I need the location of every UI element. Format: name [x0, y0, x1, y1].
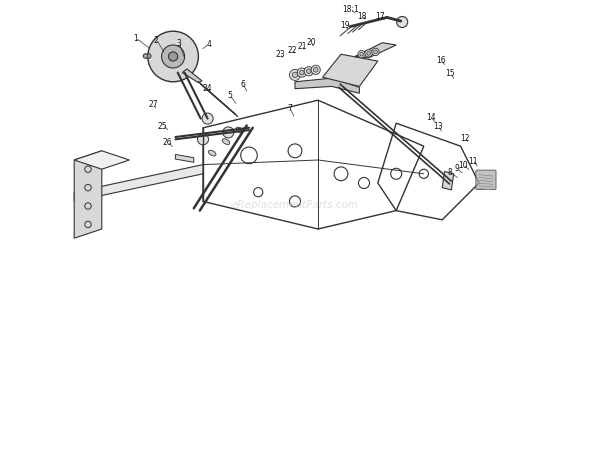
- Polygon shape: [355, 44, 396, 59]
- Circle shape: [290, 70, 300, 81]
- Text: 11: 11: [468, 156, 477, 165]
- Circle shape: [300, 71, 304, 76]
- Text: 15: 15: [445, 69, 455, 78]
- Text: 9: 9: [454, 164, 459, 173]
- Polygon shape: [74, 165, 203, 202]
- Circle shape: [143, 55, 148, 59]
- Text: 13: 13: [433, 122, 442, 131]
- Text: 2: 2: [154, 35, 159, 45]
- Circle shape: [198, 134, 208, 146]
- Circle shape: [372, 49, 379, 56]
- Polygon shape: [182, 70, 202, 84]
- Text: 10: 10: [458, 160, 468, 169]
- Circle shape: [313, 68, 318, 73]
- Circle shape: [148, 32, 198, 83]
- Text: 27: 27: [149, 100, 158, 109]
- Polygon shape: [442, 172, 454, 190]
- Text: 18:1: 18:1: [342, 5, 359, 14]
- Circle shape: [306, 70, 311, 74]
- Polygon shape: [74, 151, 129, 170]
- Text: 12: 12: [460, 133, 470, 142]
- Circle shape: [169, 53, 178, 62]
- Text: 14: 14: [426, 112, 435, 122]
- Text: 6: 6: [240, 79, 245, 89]
- Text: 20: 20: [306, 38, 316, 47]
- Circle shape: [365, 50, 372, 58]
- Text: 24: 24: [203, 84, 212, 93]
- Polygon shape: [295, 79, 359, 94]
- Text: 21: 21: [297, 41, 307, 50]
- Text: 4: 4: [206, 40, 211, 49]
- Circle shape: [367, 52, 371, 56]
- Circle shape: [297, 69, 306, 78]
- Ellipse shape: [208, 151, 216, 157]
- Text: 17: 17: [375, 11, 385, 21]
- Text: 16: 16: [437, 56, 446, 65]
- Ellipse shape: [236, 128, 244, 134]
- Circle shape: [304, 67, 313, 77]
- Text: 19: 19: [340, 21, 349, 30]
- Text: 3: 3: [176, 39, 182, 48]
- Polygon shape: [323, 55, 378, 87]
- Circle shape: [396, 17, 408, 28]
- Text: 22: 22: [288, 45, 297, 55]
- Polygon shape: [175, 155, 194, 163]
- Circle shape: [311, 66, 320, 75]
- Circle shape: [358, 51, 365, 59]
- Circle shape: [223, 128, 234, 139]
- Text: 25: 25: [158, 121, 168, 130]
- Text: eReplacementParts.com: eReplacementParts.com: [231, 199, 359, 209]
- Circle shape: [202, 114, 213, 125]
- Circle shape: [373, 51, 378, 55]
- Circle shape: [146, 55, 151, 59]
- Text: 23: 23: [276, 50, 285, 59]
- Circle shape: [360, 53, 363, 57]
- Circle shape: [292, 73, 298, 78]
- Polygon shape: [74, 151, 102, 239]
- FancyBboxPatch shape: [476, 171, 496, 190]
- Text: 18: 18: [357, 11, 366, 21]
- Ellipse shape: [222, 140, 230, 145]
- Text: 8: 8: [447, 168, 452, 177]
- Text: 5: 5: [227, 91, 232, 100]
- Text: 7: 7: [287, 103, 292, 112]
- Circle shape: [162, 46, 185, 69]
- Text: 1: 1: [133, 34, 137, 43]
- Text: 26: 26: [162, 138, 172, 147]
